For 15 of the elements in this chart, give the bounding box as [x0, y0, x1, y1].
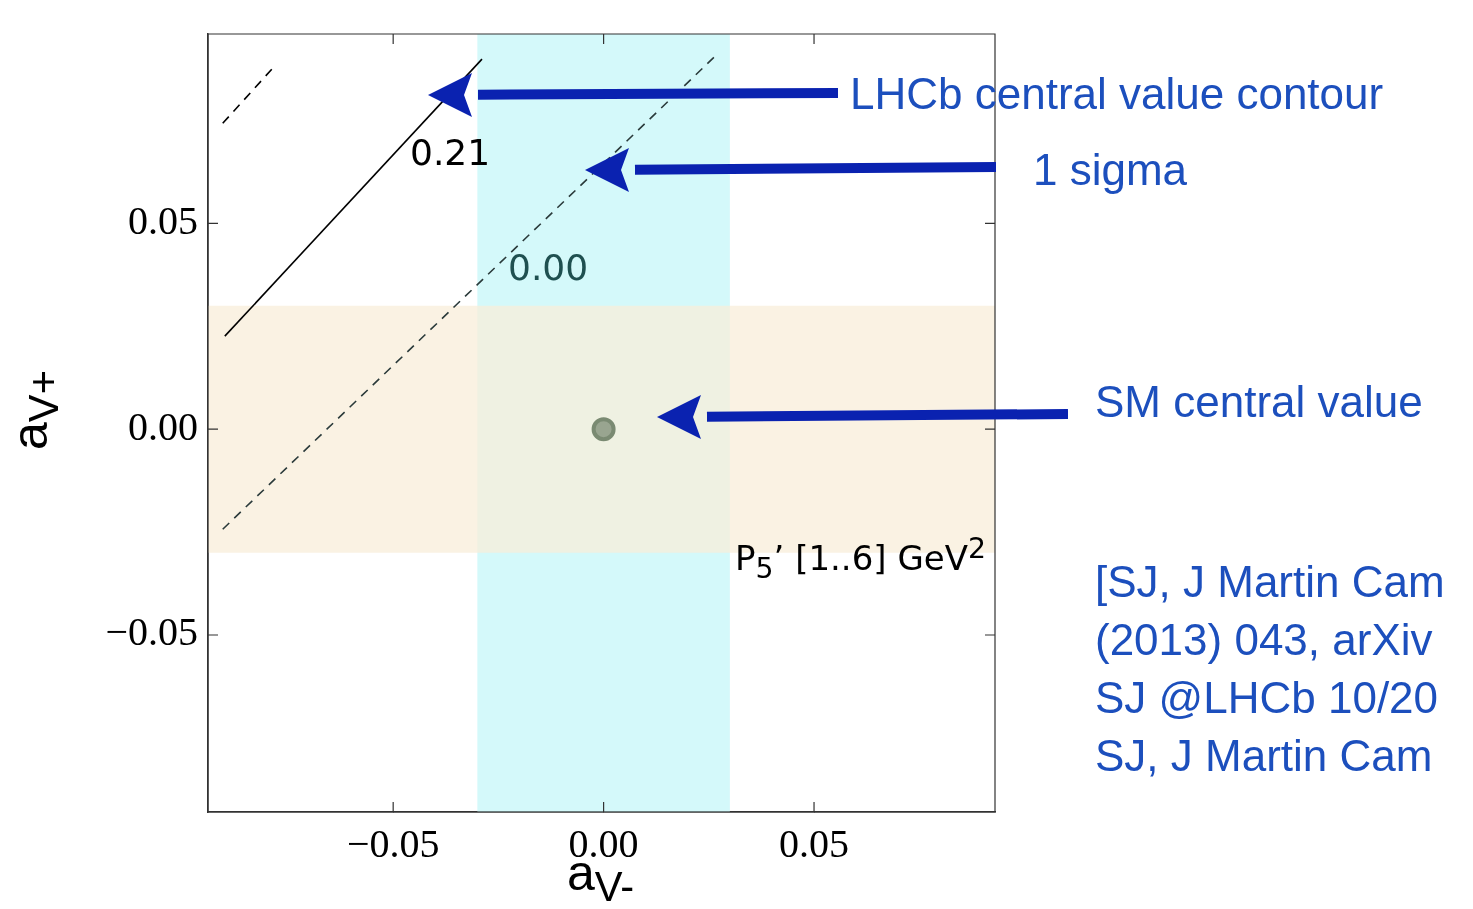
- text: 1 sigma: [1033, 145, 1188, 194]
- text: [SJ, J Martin Cam: [1095, 557, 1445, 606]
- y-tick-label: 0.00: [128, 403, 198, 449]
- annotation: 0.21: [410, 132, 491, 173]
- y-tick-label: −0.05: [105, 609, 198, 655]
- y-tick-label: 0.05: [128, 197, 198, 243]
- annotation: P$_{5}$’ [1..6] GeV$^{2}$: [735, 532, 986, 586]
- text: SJ @LHCb 10/20: [1095, 673, 1439, 722]
- annotation: LHCb central value contour: [850, 69, 1384, 118]
- text: SM central value: [1095, 377, 1423, 426]
- x-tick-label: 0.05: [779, 820, 850, 866]
- text: SJ, J Martin Cam: [1095, 731, 1433, 780]
- annotation: 0.00: [508, 247, 589, 288]
- x-tick-label: −0.05: [346, 820, 440, 866]
- text: (2013) 043, arXiv: [1095, 615, 1433, 664]
